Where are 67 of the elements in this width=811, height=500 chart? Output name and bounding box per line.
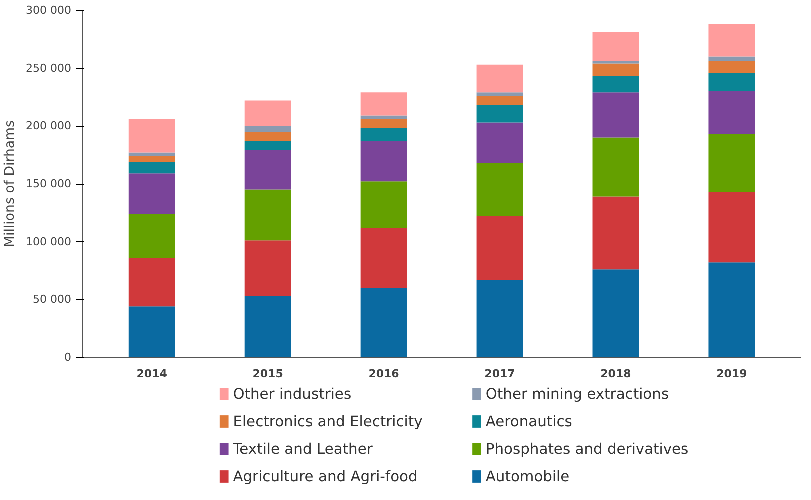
legend-label: Agriculture and Agri-food xyxy=(233,468,418,486)
x-tick-label: 2015 xyxy=(252,368,284,380)
x-tick-label: 2019 xyxy=(716,368,748,380)
legend-label: Textile and Leather xyxy=(232,440,374,458)
bar xyxy=(476,163,524,216)
legend-label: Aeronautics xyxy=(486,413,572,430)
y-tick-label: 150 000 xyxy=(26,178,72,190)
y-tick-label: 100 000 xyxy=(26,235,72,248)
y-tick-label: 300 000 xyxy=(26,4,72,17)
bar xyxy=(128,162,176,174)
legend-label: Automobile xyxy=(486,468,570,486)
bar xyxy=(360,128,408,142)
bar xyxy=(592,32,640,62)
bar xyxy=(708,56,756,62)
bar xyxy=(708,192,756,263)
bar xyxy=(476,64,524,93)
bar xyxy=(244,132,292,142)
bar xyxy=(708,24,756,57)
bar xyxy=(128,306,176,358)
bar xyxy=(244,240,292,296)
bar xyxy=(128,156,176,162)
bar xyxy=(360,182,408,228)
legend-label: Electronics and Electricity xyxy=(233,413,424,430)
bar xyxy=(592,64,640,76)
bar xyxy=(360,119,408,128)
bar xyxy=(592,270,640,358)
bar xyxy=(476,96,524,106)
bar xyxy=(476,216,524,280)
bar xyxy=(128,214,176,258)
bar xyxy=(360,92,408,116)
bar xyxy=(128,174,176,214)
bar xyxy=(708,72,756,92)
bar xyxy=(592,76,640,93)
bar xyxy=(128,119,176,153)
y-tick-label: 50 000 xyxy=(33,293,72,306)
x-tick-label: 2017 xyxy=(484,368,516,380)
legend-label: Other industries xyxy=(233,386,352,403)
bar xyxy=(476,280,524,358)
bar xyxy=(708,61,756,73)
y-tick-label: 0 xyxy=(64,351,72,364)
x-tick-label: 2016 xyxy=(368,368,400,380)
bar xyxy=(360,228,408,288)
bar xyxy=(244,150,292,190)
bar xyxy=(244,100,292,126)
bar xyxy=(592,138,640,197)
bar xyxy=(592,92,640,138)
bar xyxy=(708,91,756,134)
bar xyxy=(360,141,408,182)
x-tick-label: 2018 xyxy=(600,368,632,380)
y-tick-label: 200 000 xyxy=(26,120,72,133)
x-tick-label: 2014 xyxy=(136,368,168,380)
bar xyxy=(128,258,176,307)
bar xyxy=(476,122,524,164)
legend-label: Phosphates and derivatives xyxy=(486,440,689,458)
bar xyxy=(592,196,640,270)
y-axis-title: Millions of Dirhams xyxy=(3,120,18,248)
bar xyxy=(244,190,292,241)
bar xyxy=(360,288,408,358)
bar xyxy=(244,296,292,358)
bar xyxy=(476,92,524,96)
y-tick-label: 250 000 xyxy=(26,62,72,75)
bar xyxy=(244,126,292,132)
bar xyxy=(244,141,292,150)
bar xyxy=(476,105,524,123)
bar xyxy=(708,262,756,358)
bar xyxy=(708,134,756,192)
legend-label: Other mining extractions xyxy=(486,386,670,403)
